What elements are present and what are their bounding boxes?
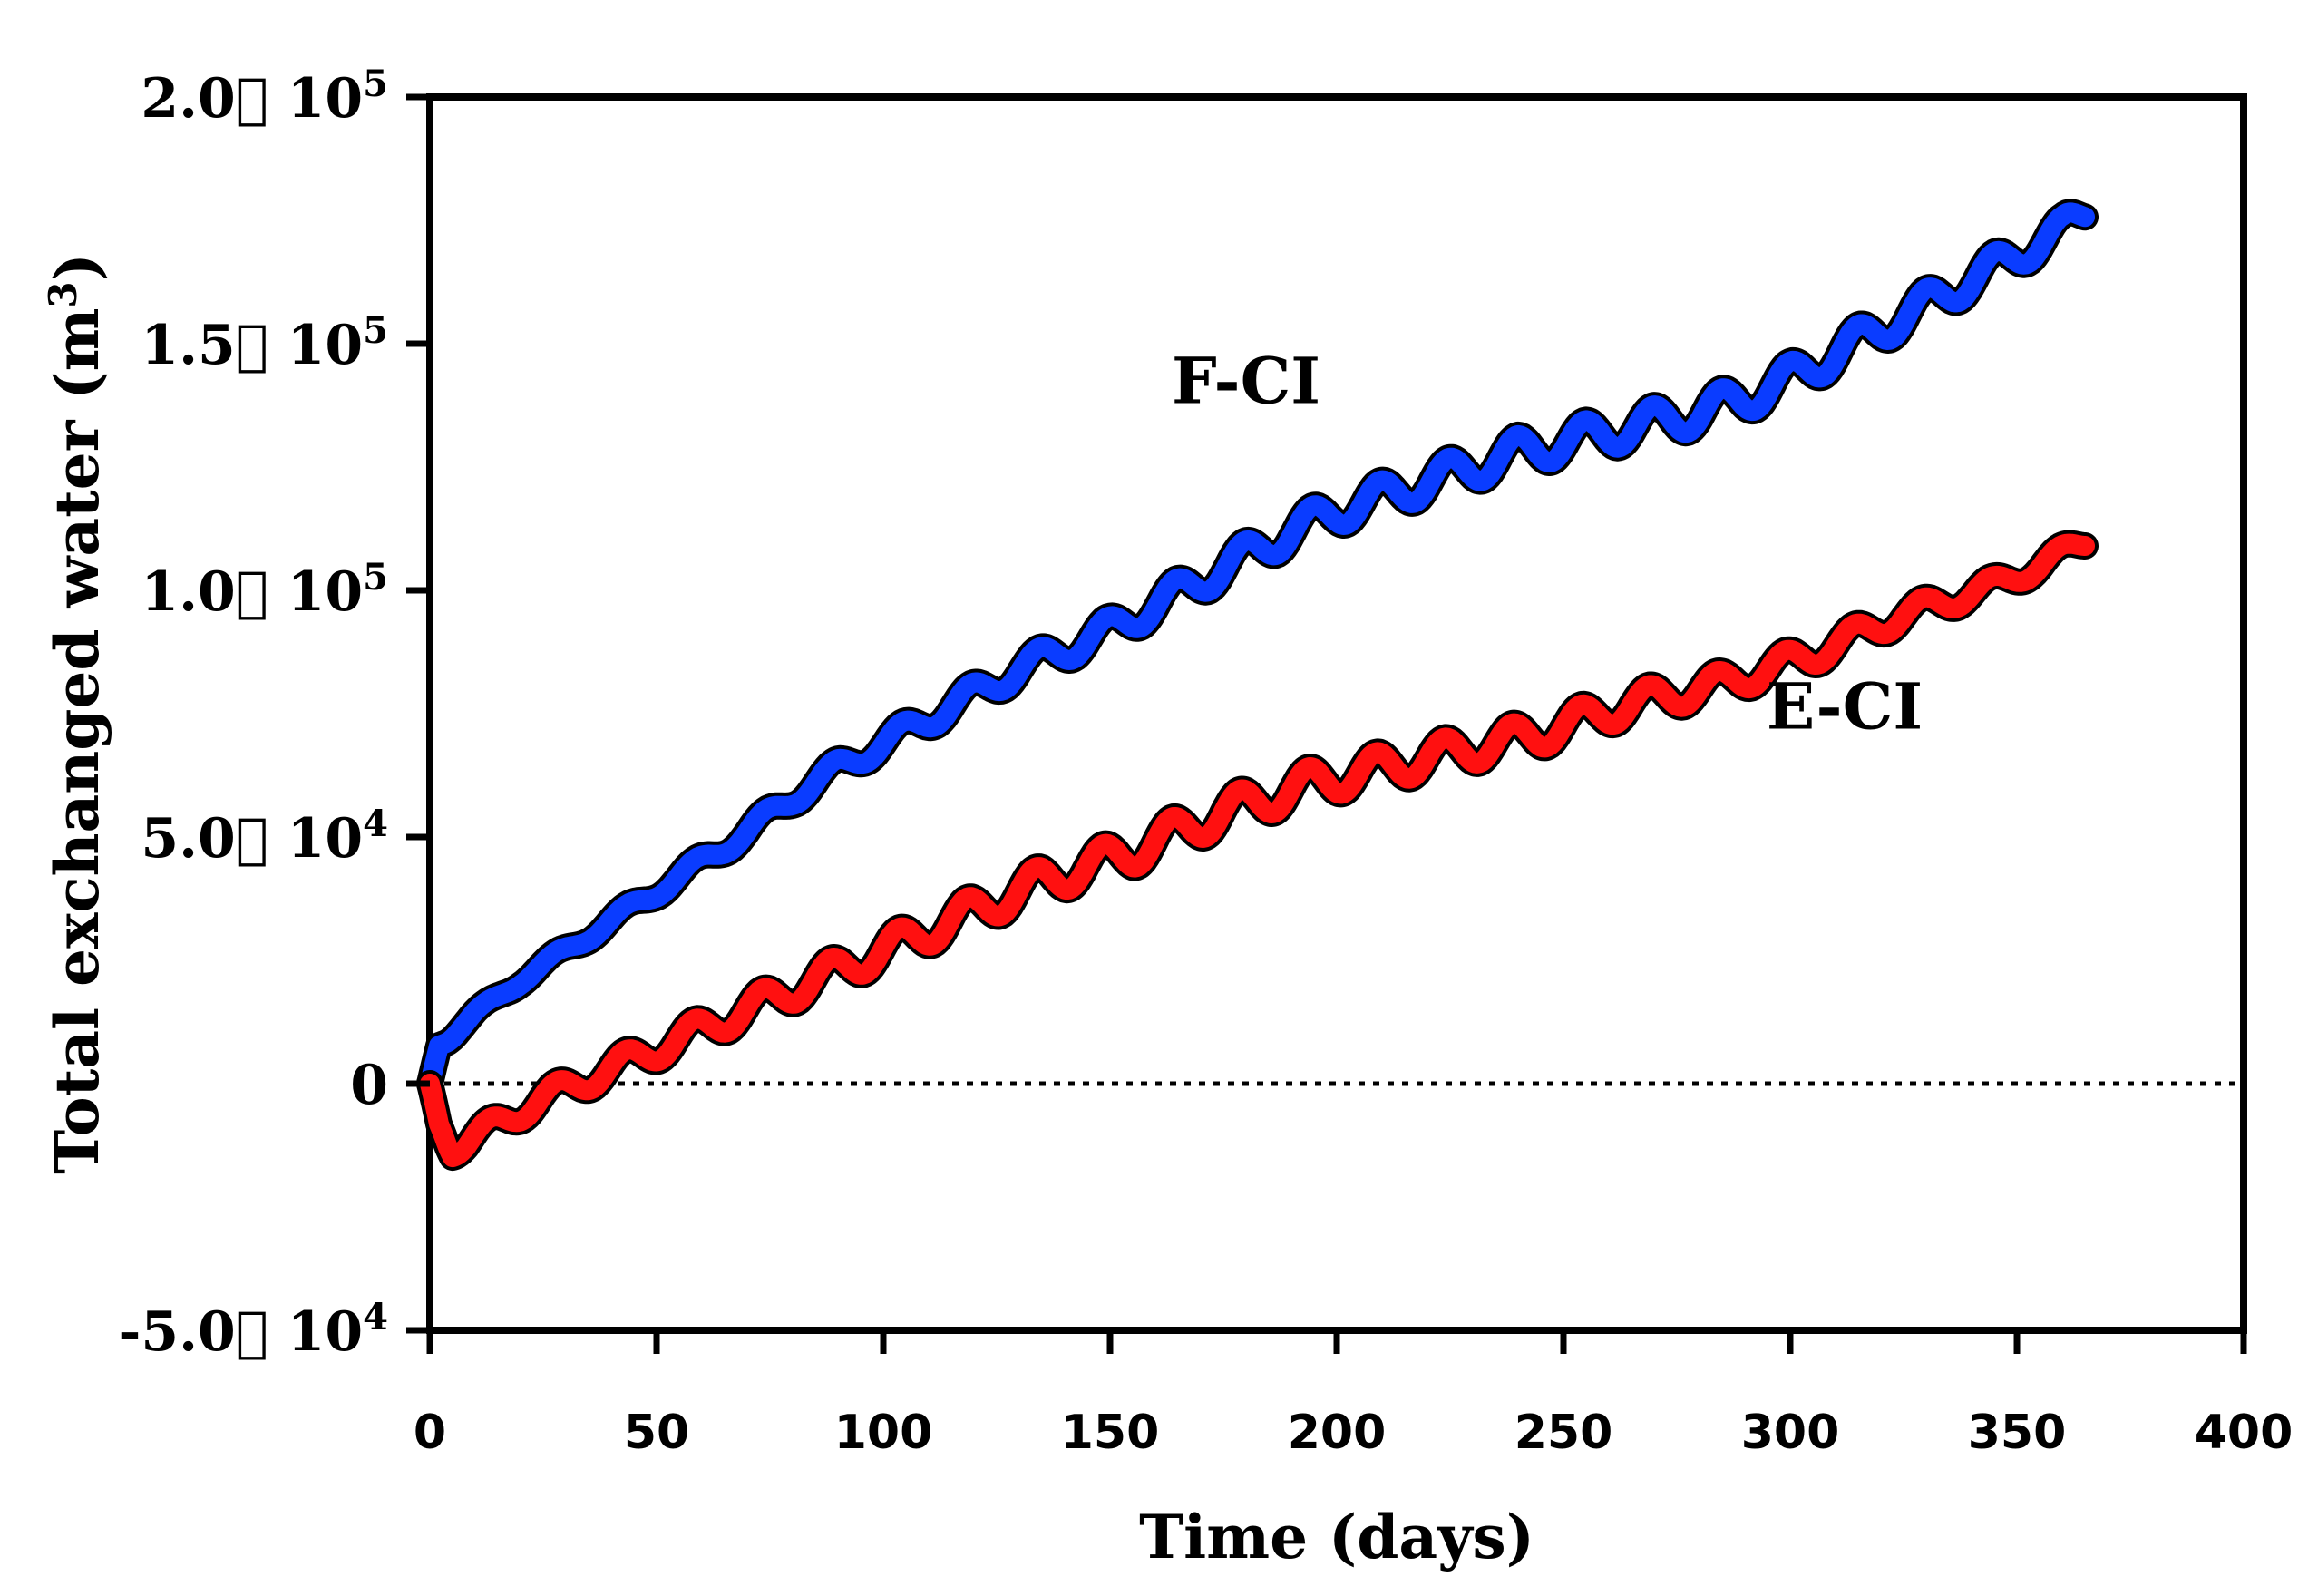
series-line-e-ci xyxy=(420,533,2095,1168)
y-tick-label: 0 xyxy=(350,1054,388,1117)
x-tick-label: 0 xyxy=(414,1406,446,1460)
y-axis-label-close: ) xyxy=(42,253,112,281)
x-axis: 0 50 100 150 200 250 300 350 400 xyxy=(414,1330,2293,1460)
x-tick-label: 350 xyxy=(1968,1406,2067,1460)
series-label-f-ci: F-CI xyxy=(1172,343,1320,418)
y-axis-label: Total exchanged water (m3) xyxy=(41,253,113,1174)
series-line-f-ci xyxy=(420,202,2095,1094)
y-axis: -5.0  104 0 5.0  104 1.0  105 1.5  105 2.0  1… xyxy=(118,63,430,1365)
x-tick-label: 150 xyxy=(1061,1406,1160,1460)
y-tick-label: -5.0  104 xyxy=(118,1296,388,1365)
x-tick-label: 400 xyxy=(2195,1406,2294,1460)
x-tick-label: 50 xyxy=(624,1406,689,1460)
y-tick-label: 1.0  105 xyxy=(141,556,388,625)
x-tick-label: 300 xyxy=(1741,1406,1840,1460)
x-tick-label: 100 xyxy=(834,1406,933,1460)
y-tick-label: 2.0  105 xyxy=(141,63,388,131)
y-tick-label: 5.0  104 xyxy=(141,803,388,871)
x-tick-label: 250 xyxy=(1514,1406,1613,1460)
x-tick-label: 200 xyxy=(1288,1406,1387,1460)
y-axis-label-sup: 3 xyxy=(41,281,85,307)
x-axis-label: Time (days) xyxy=(1139,1502,1534,1572)
series-label-e-ci: E-CI xyxy=(1767,668,1923,744)
series-layer xyxy=(416,199,2099,1172)
y-tick-label: 1.5  105 xyxy=(141,309,388,378)
y-axis-label-main: Total exchanged water (m xyxy=(42,308,112,1174)
